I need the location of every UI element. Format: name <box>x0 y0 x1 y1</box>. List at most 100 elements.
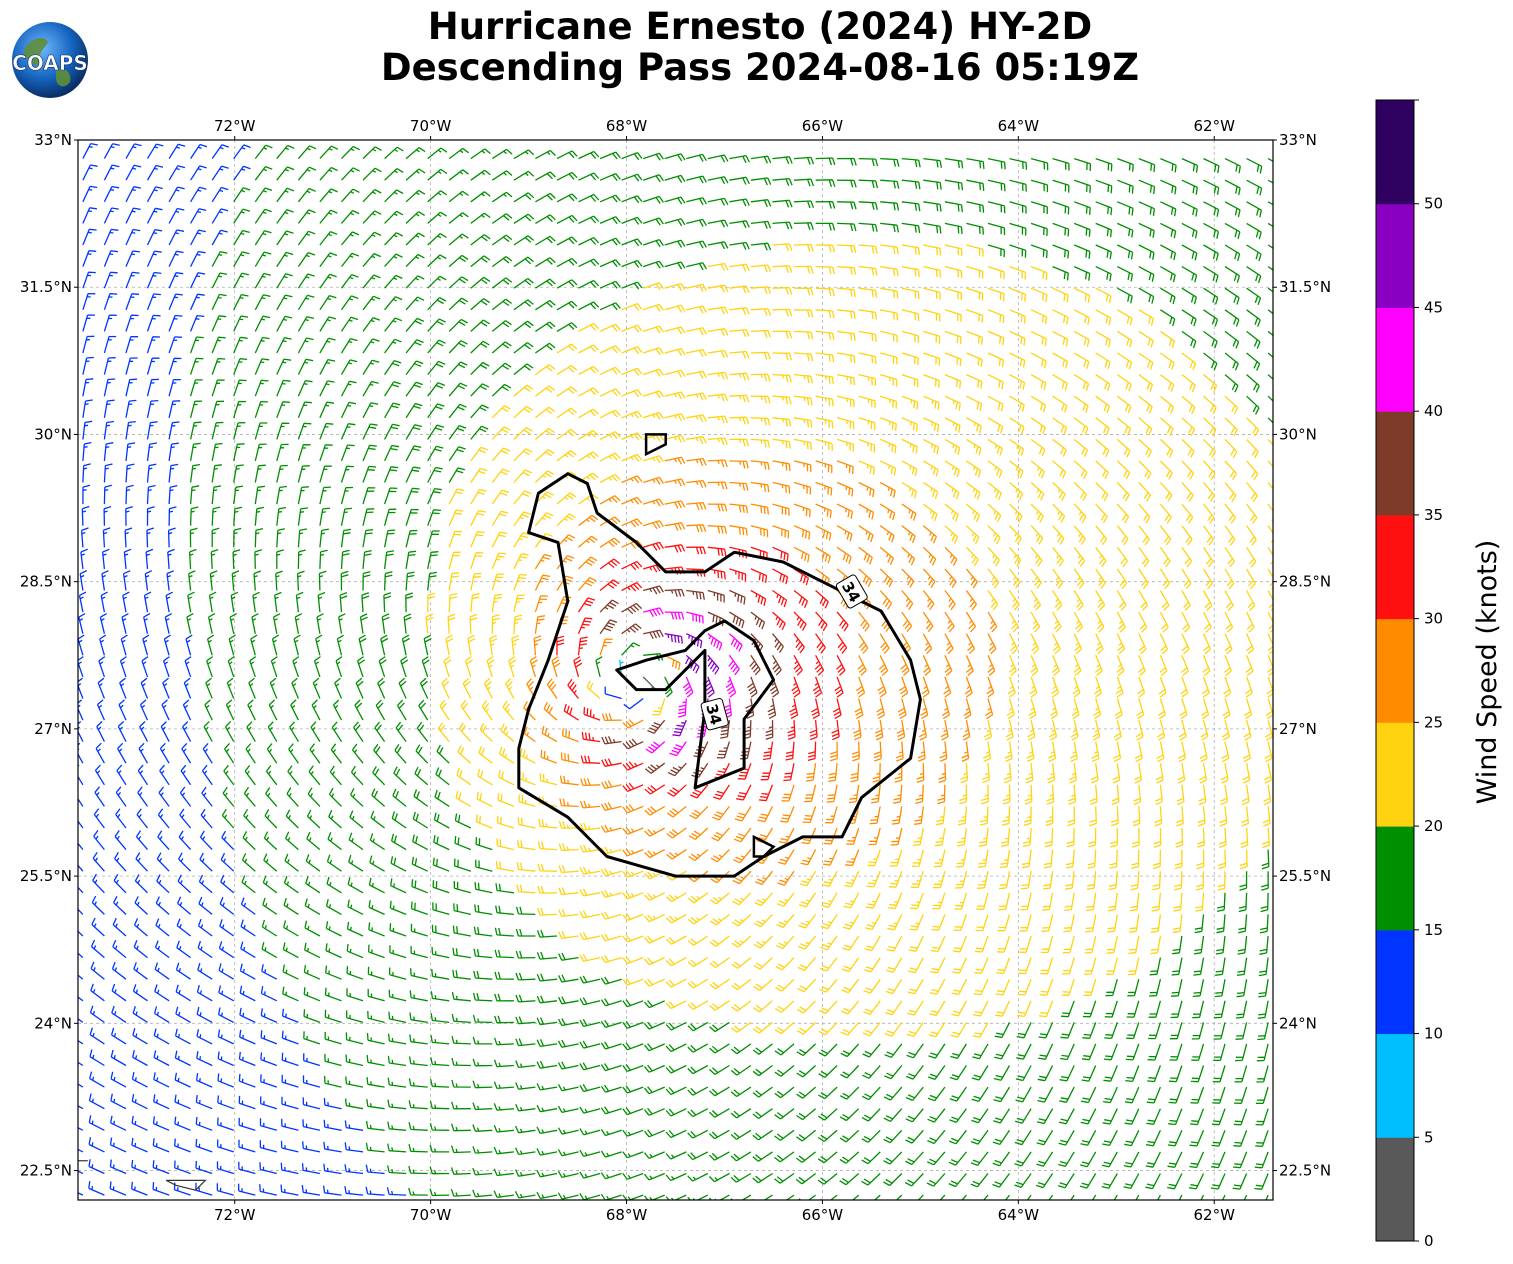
wind-barb <box>1049 698 1059 720</box>
wind-barb <box>558 930 579 939</box>
wind-barb <box>146 506 155 526</box>
wind-barb <box>622 913 644 922</box>
wind-barb <box>513 170 535 181</box>
wind-barb <box>599 431 621 440</box>
wind-barb <box>1052 352 1069 369</box>
wind-barb <box>1007 676 1016 698</box>
wind-barb <box>1073 287 1091 303</box>
wind-barb <box>709 1021 730 1033</box>
wind-barb <box>600 1129 622 1137</box>
wind-barb <box>1058 1129 1075 1146</box>
wind-barb <box>240 919 256 937</box>
wind-barb <box>536 1083 558 1091</box>
wind-barb <box>491 362 512 376</box>
wind-barb <box>686 546 707 555</box>
wind-barb <box>211 315 227 332</box>
wind-barb <box>707 633 723 651</box>
wind-barb <box>249 656 257 678</box>
wind-barb <box>281 1074 299 1088</box>
wind-barb <box>730 1151 752 1162</box>
wind-barb <box>815 287 835 297</box>
wind-barb <box>1263 763 1272 784</box>
tick-label-left: 33°N <box>34 131 72 149</box>
wind-barb <box>1168 1086 1183 1104</box>
wind-barb <box>1224 179 1241 196</box>
wind-barb <box>774 1129 795 1141</box>
wind-barb <box>987 309 1005 324</box>
wind-barb <box>558 952 579 961</box>
wind-barb <box>949 1065 967 1081</box>
wind-barb <box>269 677 278 699</box>
tick-label-top: 72°W <box>214 117 256 135</box>
wind-barb <box>470 530 485 548</box>
wind-barb <box>1180 676 1189 698</box>
wind-barb <box>1110 806 1119 827</box>
wind-barb <box>939 1194 946 1200</box>
wind-barb <box>977 849 989 868</box>
wind-barb <box>879 481 896 498</box>
wind-barb <box>1267 352 1273 359</box>
wind-barb <box>836 352 856 364</box>
wind-barb <box>793 156 815 165</box>
wind-barb <box>396 699 407 721</box>
wind-barb <box>513 213 535 224</box>
wind-barb <box>578 514 599 527</box>
wind-barb <box>1126 1000 1140 1018</box>
wind-barb <box>622 782 644 792</box>
wind-barb <box>1159 568 1171 590</box>
wind-barb <box>839 1129 860 1143</box>
wind-barb <box>1030 460 1045 479</box>
wind-barb <box>750 395 771 404</box>
wind-barb <box>259 1118 277 1131</box>
wind-barb <box>796 1086 817 1099</box>
wind-barb <box>405 275 425 289</box>
wind-barb <box>1030 244 1048 259</box>
wind-barb <box>780 806 795 823</box>
wind-barb <box>137 764 149 786</box>
wind-barb <box>621 432 643 441</box>
wind-barb <box>350 787 364 807</box>
wind-barb <box>1211 1108 1226 1126</box>
wind-barb <box>340 231 360 246</box>
wind-barb <box>1095 222 1113 238</box>
wind-barb <box>733 827 752 843</box>
wind-barb <box>1150 935 1162 955</box>
wind-barb <box>622 848 644 857</box>
wind-barb <box>515 928 536 937</box>
wind-barb <box>815 481 833 496</box>
wind-barb <box>78 721 84 742</box>
wind-barb <box>222 786 235 807</box>
wind-barb <box>141 656 149 678</box>
wind-barb <box>408 1122 428 1131</box>
wind-barb <box>600 824 622 833</box>
wind-barb <box>1224 222 1241 240</box>
wind-barb <box>1019 914 1032 932</box>
wind-barb <box>1203 287 1219 305</box>
wind-barb <box>535 385 556 397</box>
wind-barb <box>1134 741 1143 763</box>
wind-barb <box>642 368 664 377</box>
wind-barb <box>927 1086 946 1102</box>
wind-barb <box>362 338 380 354</box>
wind-barb <box>250 634 258 656</box>
wind-barb <box>938 763 947 784</box>
wind-barb <box>1223 655 1233 677</box>
wind-barb <box>1267 590 1273 611</box>
wind-barb <box>190 143 208 159</box>
wind-barb <box>486 656 495 678</box>
wind-barb <box>730 1021 752 1033</box>
wind-barb <box>920 698 929 720</box>
wind-barb <box>750 460 770 470</box>
wind-barb <box>1009 460 1024 479</box>
wind-barb <box>470 169 491 181</box>
wind-barb <box>211 208 229 224</box>
wind-barb <box>515 1082 536 1090</box>
wind-barb <box>556 257 578 268</box>
wind-barb <box>1117 266 1134 282</box>
tick-label-left: 30°N <box>34 425 72 443</box>
wind-barb <box>642 676 656 691</box>
tick-label-left: 28.5°N <box>20 573 72 591</box>
wind-barb <box>341 145 361 160</box>
wind-barb <box>799 892 817 908</box>
wind-barb <box>686 153 707 162</box>
